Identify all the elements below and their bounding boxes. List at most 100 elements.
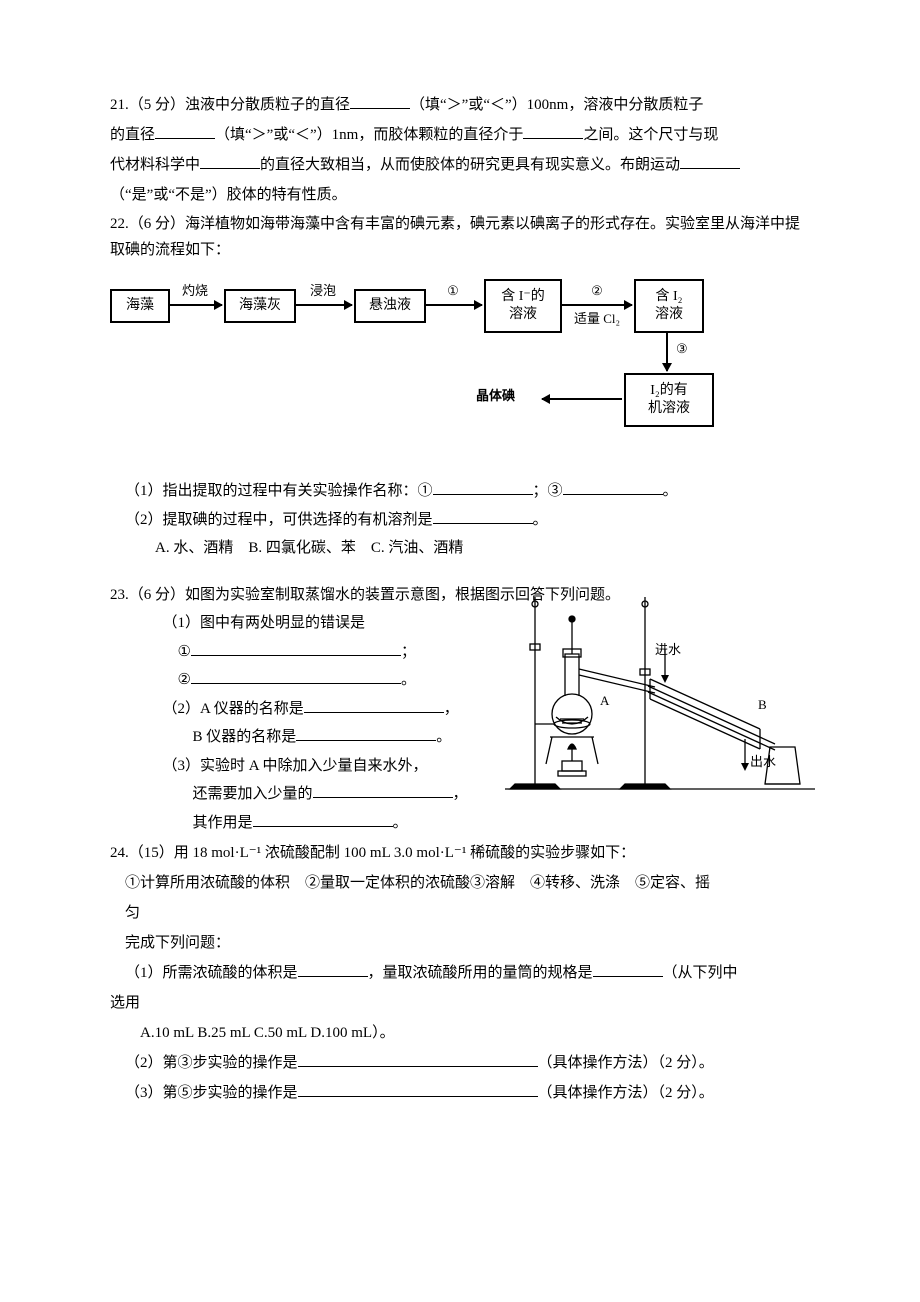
flow-box-6: I₂的有 机溶液 xyxy=(624,373,714,427)
arrow-label-4t: ② xyxy=(584,283,610,299)
q22-header: 22.（6 分）海洋植物如海带海藻中含有丰富的碘元素，碘元素以碘离子的形式存在。… xyxy=(110,212,810,263)
q23-s3b: 还需要加入少量的 xyxy=(193,786,313,802)
q21-line4: （“是”或“不是”）胶体的特有性质。 xyxy=(110,180,810,210)
q23-s1b-end: 。 xyxy=(401,672,416,688)
flow-box-5-l1: 含 I₂ xyxy=(655,288,682,306)
q22-optB: B. 四氯化碳、苯 xyxy=(248,540,356,556)
arrow-down xyxy=(666,331,668,371)
q22-sub2: （2）提取碘的过程中，可供选择的有机溶剂是。 xyxy=(110,506,810,535)
blank xyxy=(298,961,368,977)
q22-flowchart: 海藻 灼烧 海藻灰 浸泡 悬浊液 ① 含 I⁻的 溶液 ② 适量 Cl₂ 含 I… xyxy=(110,271,810,471)
blank xyxy=(680,153,740,169)
svg-text:A: A xyxy=(600,693,610,708)
flow-box-4-l1: 含 I⁻的 xyxy=(501,288,545,306)
q23-body: （1）图中有两处明显的错误是 ①； ②。 （2）A 仪器的名称是， B 仪器的名… xyxy=(110,609,533,837)
q24-s1-line: （1）所需浓硫酸的体积是，量取浓硫酸所用的量筒的规格是（从下列中 xyxy=(110,958,810,988)
arrow-label-2: 浸泡 xyxy=(302,283,344,299)
q24-s2-line: （2）第③步实验的操作是 （具体操作方法）（2 分）。 xyxy=(110,1048,810,1078)
blank xyxy=(155,123,215,139)
arrow xyxy=(560,304,632,306)
q23-block: 23.（6 分）如图为实验室制取蒸馏水的装置示意图，根据图示回答下列问题。 xyxy=(110,581,810,838)
blank xyxy=(523,123,583,139)
q21-t1: 21.（5 分）浊液中分散质粒子的直径 xyxy=(110,97,350,113)
q21-t3: 代材料科学中 xyxy=(110,157,200,173)
blank xyxy=(298,1081,538,1097)
q21-h1: （填“＞”或“＜”）100nm，溶液中分散质粒子 xyxy=(410,97,703,113)
arrow-label-5: ③ xyxy=(676,341,688,357)
arrow-label-4b: 适量 Cl₂ xyxy=(562,311,632,327)
q23-s2: （2）A 仪器的名称是 xyxy=(163,701,304,717)
flow-box-1: 海藻 xyxy=(110,289,170,323)
q24-s1b: ，量取浓硫酸所用的量筒的规格是 xyxy=(368,965,593,981)
q21-line2: 的直径 （填“＞”或“＜”）1nm，而胶体颗粒的直径介于 之间。这个尺寸与现 xyxy=(110,120,810,150)
q24-s1: （1）所需浓硫酸的体积是 xyxy=(125,965,298,981)
flow-box-4-l2: 溶液 xyxy=(509,306,537,324)
q23-s2b-end: 。 xyxy=(436,729,451,745)
blank xyxy=(200,153,260,169)
blank xyxy=(304,697,444,713)
q24-s3-line: （3）第⑤步实验的操作是 （具体操作方法）（2 分）。 xyxy=(110,1078,810,1108)
q24-header: 24.（15）用 18 mol·L⁻¹ 浓硫酸配制 100 mL 3.0 mol… xyxy=(110,839,810,868)
blank xyxy=(313,782,453,798)
blank xyxy=(593,961,663,977)
svg-text:B: B xyxy=(758,697,767,712)
q23-s2b: B 仪器的名称是 xyxy=(193,729,297,745)
fig-label-in: 进水 xyxy=(655,637,681,663)
q21-t3b: 的直径大致相当，从而使胶体的研究更具有现实意义。布朗运动 xyxy=(260,157,680,173)
q23-s1a-end: ； xyxy=(401,644,416,660)
flow-box-4: 含 I⁻的 溶液 xyxy=(484,279,562,333)
q22-sub1: （1）指出提取的过程中有关实验操作名称：①；③。 xyxy=(110,477,810,506)
q23-s2b-line: B 仪器的名称是 。 xyxy=(163,723,533,752)
arrow-label-1: 灼烧 xyxy=(174,283,216,299)
q23-s1a-line: ①； xyxy=(163,638,533,667)
q21-t2b: 之间。这个尺寸与现 xyxy=(583,127,718,143)
page: 21.（5 分）浊液中分散质粒子的直径 （填“＞”或“＜”）100nm，溶液中分散… xyxy=(0,0,920,1168)
q23-s3-line: （3）实验时 A 中除加入少量自来水外， xyxy=(163,752,533,781)
q23-s2-end: ， xyxy=(444,701,459,717)
q23-s3b-line: 还需要加入少量的 ， xyxy=(163,780,533,809)
blank xyxy=(433,479,533,495)
flow-box-5: 含 I₂ 溶液 xyxy=(634,279,704,333)
arrow-left xyxy=(542,398,622,400)
q21-t2: 的直径 xyxy=(110,127,155,143)
q23-s3b-end: ， xyxy=(453,786,468,802)
q23-s2-line: （2）A 仪器的名称是 ， xyxy=(163,695,533,724)
q24-s3: （3）第⑤步实验的操作是 xyxy=(125,1085,298,1101)
q24-s2: （2）第③步实验的操作是 xyxy=(125,1055,298,1071)
q24-prompt: 完成下列问题： xyxy=(110,928,810,958)
fig-label-out: 出水 xyxy=(750,749,776,775)
arrow xyxy=(424,304,482,306)
flow-box-7: 晶体碘 xyxy=(476,388,515,404)
q21-line1: 21.（5 分）浊液中分散质粒子的直径 （填“＞”或“＜”）100nm，溶液中分散… xyxy=(110,90,810,120)
flow-box-2: 海藻灰 xyxy=(224,289,296,323)
q23-figure: A B 进水 出水 xyxy=(500,589,820,820)
q23-s3c: 其作用是 xyxy=(193,815,253,831)
blank xyxy=(191,640,401,656)
q21-h2: （填“＞”或“＜”）1nm，而胶体颗粒的直径介于 xyxy=(215,127,523,143)
q23-s1: （1）图中有两处明显的错误是 xyxy=(163,609,533,638)
q21-t4: （“是”或“不是”）胶体的特有性质。 xyxy=(110,187,347,203)
distillation-svg: A B xyxy=(500,589,820,809)
blank xyxy=(296,725,436,741)
q22-s1: （1）指出提取的过程中有关实验操作名称：① xyxy=(125,483,433,499)
arrow xyxy=(294,304,352,306)
flow-box-6-l1: I₂的有 xyxy=(650,382,688,400)
blank xyxy=(563,479,663,495)
flow-box-5-l2: 溶液 xyxy=(655,306,683,324)
q22-s2b: 。 xyxy=(533,512,548,528)
q22-opts: A. 水、酒精 B. 四氯化碳、苯 C. 汽油、酒精 xyxy=(110,534,810,563)
q21-line3: 代材料科学中 的直径大致相当，从而使胶体的研究更具有现实意义。布朗运动 xyxy=(110,150,810,180)
blank xyxy=(350,93,410,109)
q22-optC: C. 汽油、酒精 xyxy=(371,540,464,556)
blank xyxy=(253,811,393,827)
q23-s1b: ② xyxy=(178,672,191,688)
q24-s3b: （具体操作方法）（2 分）。 xyxy=(538,1085,714,1101)
q23-s3c-end: 。 xyxy=(393,815,408,831)
arrow xyxy=(168,304,222,306)
q23-s3c-line: 其作用是 。 xyxy=(163,809,533,838)
q24-steps2: 匀 xyxy=(110,898,810,928)
q24-opts: A.10 mL B.25 mL C.50 mL D.100 mL）。 xyxy=(110,1018,810,1048)
q22-s1b: ；③ xyxy=(533,483,563,499)
q23-s1b-line: ②。 xyxy=(163,666,533,695)
q24-s2b: （具体操作方法）（2 分）。 xyxy=(538,1055,714,1071)
